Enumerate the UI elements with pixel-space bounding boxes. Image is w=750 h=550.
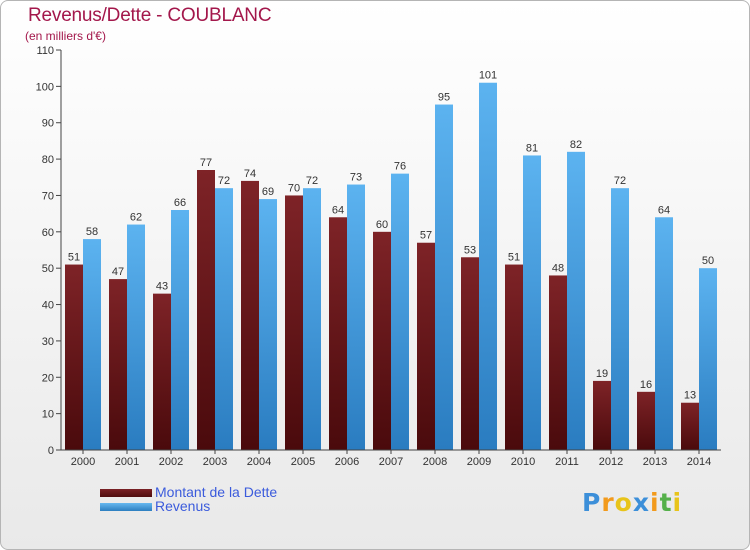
data-label-revenus: 95 (438, 92, 450, 104)
bar-debt (197, 170, 215, 450)
x-tick-label: 2007 (379, 456, 403, 468)
data-label-debt: 64 (332, 204, 344, 216)
x-tick-label: 2008 (423, 456, 447, 468)
y-tick-label: 90 (42, 118, 54, 130)
data-label-debt: 60 (376, 219, 388, 231)
bar-revenus (523, 155, 541, 451)
legend-swatch-revenus (100, 503, 152, 511)
x-tick-label: 2012 (599, 456, 623, 468)
y-tick-label: 60 (42, 227, 54, 239)
bar-revenus (171, 210, 189, 450)
data-label-revenus: 64 (658, 204, 670, 216)
data-label-debt: 51 (508, 252, 520, 264)
bar-debt (285, 195, 303, 450)
data-label-revenus: 72 (218, 175, 230, 187)
bar-debt (109, 279, 127, 450)
data-label-revenus: 81 (526, 142, 538, 154)
bar-revenus (655, 217, 673, 450)
x-tick-label: 2000 (71, 456, 95, 468)
y-tick-label: 30 (42, 336, 54, 348)
data-label-revenus: 82 (570, 139, 582, 151)
chart-subtitle: (en milliers d'€) (25, 29, 106, 43)
bar-revenus (435, 104, 453, 450)
bar-revenus (215, 188, 233, 450)
legend-label-revenus: Revenus (155, 498, 211, 514)
x-tick-label: 2011 (555, 456, 579, 468)
data-label-revenus: 101 (479, 70, 497, 82)
data-label-debt: 70 (288, 182, 300, 194)
data-label-debt: 48 (552, 262, 564, 274)
data-label-debt: 13 (684, 390, 696, 402)
data-label-debt: 53 (464, 244, 476, 256)
bar-revenus (303, 188, 321, 450)
y-tick-label: 20 (42, 372, 54, 384)
x-tick-label: 2013 (643, 456, 667, 468)
y-tick-label: 40 (42, 300, 54, 312)
x-tick-label: 2006 (335, 456, 359, 468)
bar-revenus (567, 151, 585, 450)
data-label-debt: 47 (112, 266, 124, 278)
data-label-debt: 43 (156, 281, 168, 293)
bar-debt (417, 242, 435, 450)
bar-debt (461, 257, 479, 450)
bar-revenus (259, 199, 277, 450)
x-tick-label: 2010 (511, 456, 535, 468)
bar-revenus (479, 82, 497, 451)
proxiti-logo: Proxiti (582, 488, 683, 517)
data-label-debt: 77 (200, 157, 212, 169)
bar-debt (329, 217, 347, 450)
y-tick-label: 80 (42, 154, 54, 166)
bar-debt (241, 180, 259, 450)
y-tick-label: 110 (36, 45, 54, 57)
x-tick-label: 2001 (115, 456, 139, 468)
data-label-debt: 74 (244, 168, 256, 180)
x-tick-label: 2005 (291, 456, 315, 468)
bar-revenus (391, 173, 409, 451)
bar-debt (373, 231, 391, 450)
bar-revenus (127, 224, 145, 450)
y-tick-label: 0 (48, 445, 54, 457)
data-label-revenus: 72 (614, 175, 626, 187)
data-label-debt: 57 (420, 230, 432, 242)
y-tick-label: 10 (42, 409, 54, 421)
data-label-revenus: 72 (306, 175, 318, 187)
data-label-revenus: 76 (394, 161, 406, 173)
x-tick-label: 2004 (247, 456, 271, 468)
bar-debt (681, 402, 699, 450)
bar-debt (593, 380, 611, 450)
x-tick-label: 2003 (203, 456, 227, 468)
chart-title: Revenus/Dette - COUBLANC (28, 5, 272, 26)
data-label-revenus: 50 (702, 255, 714, 267)
bar-debt (637, 391, 655, 450)
x-tick-label: 2002 (159, 456, 183, 468)
data-label-revenus: 58 (86, 226, 98, 238)
legend-swatch-debt (100, 489, 152, 497)
y-tick-label: 100 (36, 81, 54, 93)
bar-debt (65, 264, 83, 450)
bar-revenus (83, 239, 101, 450)
bar-debt (153, 293, 171, 450)
bar-debt (505, 264, 523, 450)
bar-revenus (611, 188, 629, 450)
bar-debt (549, 275, 567, 450)
legend-label-debt: Montant de la Dette (155, 484, 278, 500)
data-label-revenus: 62 (130, 212, 142, 224)
bar-revenus (347, 184, 365, 450)
data-label-revenus: 69 (262, 186, 274, 198)
data-label-debt: 16 (640, 379, 652, 391)
data-label-debt: 19 (596, 368, 608, 380)
x-tick-label: 2014 (687, 456, 711, 468)
data-label-revenus: 73 (350, 172, 362, 184)
y-tick-label: 50 (42, 263, 54, 275)
x-tick-label: 2009 (467, 456, 491, 468)
y-tick-label: 70 (42, 190, 54, 202)
data-label-revenus: 66 (174, 197, 186, 209)
bar-revenus (699, 268, 717, 450)
data-label-debt: 51 (68, 252, 80, 264)
